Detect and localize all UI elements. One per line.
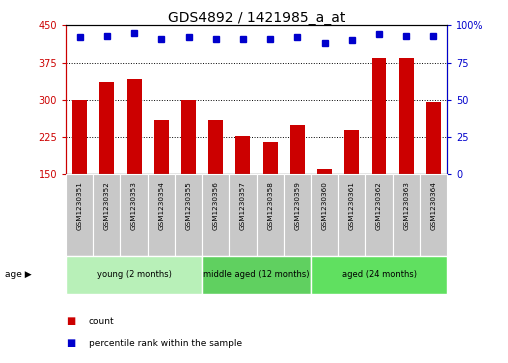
- Bar: [202, 174, 229, 256]
- Text: GSM1230362: GSM1230362: [376, 181, 382, 230]
- Bar: [393, 174, 420, 256]
- Text: young (2 months): young (2 months): [97, 270, 172, 280]
- Bar: [202, 256, 311, 294]
- Bar: [420, 174, 447, 256]
- Bar: [426, 102, 441, 174]
- Text: count: count: [89, 317, 114, 326]
- Bar: [93, 174, 120, 256]
- Bar: [72, 100, 87, 174]
- Bar: [126, 79, 142, 174]
- Bar: [344, 130, 359, 174]
- Bar: [338, 174, 365, 256]
- Text: GSM1230352: GSM1230352: [104, 181, 110, 230]
- Text: GSM1230361: GSM1230361: [349, 181, 355, 230]
- Text: GDS4892 / 1421985_a_at: GDS4892 / 1421985_a_at: [168, 11, 345, 25]
- Bar: [365, 174, 393, 256]
- Bar: [284, 174, 311, 256]
- Bar: [154, 120, 169, 174]
- Text: GSM1230358: GSM1230358: [267, 181, 273, 230]
- Text: GSM1230360: GSM1230360: [322, 181, 328, 230]
- Bar: [120, 174, 148, 256]
- Text: age ▶: age ▶: [5, 270, 31, 280]
- Bar: [371, 58, 387, 174]
- Bar: [317, 169, 332, 174]
- Text: middle aged (12 months): middle aged (12 months): [203, 270, 310, 280]
- Bar: [399, 58, 414, 174]
- Bar: [229, 174, 257, 256]
- Bar: [257, 174, 284, 256]
- Bar: [311, 174, 338, 256]
- Text: ■: ■: [66, 316, 75, 326]
- Text: GSM1230351: GSM1230351: [77, 181, 83, 230]
- Text: GSM1230356: GSM1230356: [213, 181, 219, 230]
- Text: GSM1230363: GSM1230363: [403, 181, 409, 230]
- Text: GSM1230357: GSM1230357: [240, 181, 246, 230]
- Text: GSM1230355: GSM1230355: [185, 181, 192, 230]
- Text: GSM1230364: GSM1230364: [430, 181, 436, 230]
- Bar: [235, 135, 250, 174]
- Bar: [311, 256, 447, 294]
- Text: aged (24 months): aged (24 months): [341, 270, 417, 280]
- Bar: [181, 100, 196, 174]
- Bar: [290, 125, 305, 174]
- Bar: [208, 120, 223, 174]
- Text: ■: ■: [66, 338, 75, 348]
- Text: percentile rank within the sample: percentile rank within the sample: [89, 339, 242, 347]
- Text: GSM1230359: GSM1230359: [294, 181, 300, 230]
- Bar: [66, 174, 93, 256]
- Bar: [100, 82, 114, 174]
- Bar: [148, 174, 175, 256]
- Bar: [66, 256, 202, 294]
- Text: GSM1230354: GSM1230354: [158, 181, 164, 230]
- Bar: [175, 174, 202, 256]
- Text: GSM1230353: GSM1230353: [131, 181, 137, 230]
- Bar: [263, 142, 278, 174]
